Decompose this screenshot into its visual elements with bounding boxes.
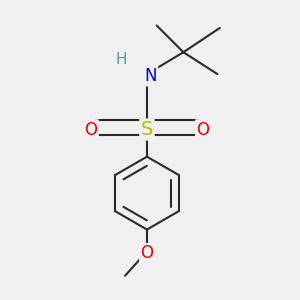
Text: H: H [116, 52, 127, 67]
Text: O: O [140, 244, 154, 262]
Text: N: N [144, 67, 157, 85]
Text: S: S [141, 120, 153, 139]
Text: O: O [196, 121, 209, 139]
Text: O: O [85, 121, 98, 139]
